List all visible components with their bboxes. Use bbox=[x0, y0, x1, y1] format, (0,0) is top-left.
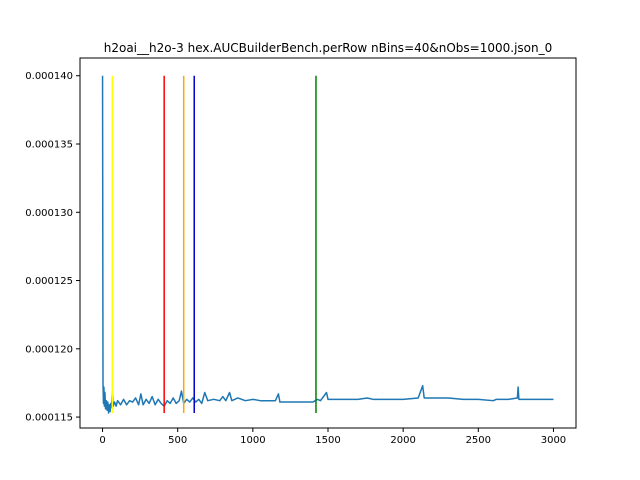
y-tick-label-5: 0.000140 bbox=[25, 71, 73, 82]
y-tick-label-2: 0.000125 bbox=[25, 276, 73, 287]
y-tick-label-3: 0.000130 bbox=[25, 208, 73, 219]
y-tick-label-1: 0.000120 bbox=[25, 344, 73, 355]
x-tick-label-2: 1000 bbox=[240, 435, 265, 446]
vertical-lines-layer bbox=[111, 75, 317, 413]
chart-title: h2oai__h2o-3 hex.AUCBuilderBench.perRow … bbox=[104, 41, 553, 55]
x-tick-label-0: 0 bbox=[99, 435, 105, 446]
plot-frame bbox=[79, 57, 577, 429]
x-tick-label-1: 500 bbox=[168, 435, 187, 446]
series-line-0 bbox=[101, 75, 554, 414]
y-tick-label-4: 0.000135 bbox=[25, 140, 73, 151]
y-axis: 0.000115 0.000120 0.000125 0.000130 0.000135… bbox=[25, 71, 80, 424]
series-layer bbox=[101, 75, 554, 414]
x-tick-label-3: 1500 bbox=[315, 435, 340, 446]
x-tick-label-5: 2500 bbox=[466, 435, 491, 446]
x-axis: 0 500 1000 1500 2000 2500 3000 bbox=[99, 428, 566, 446]
x-tick-label-4: 2000 bbox=[390, 435, 415, 446]
x-tick-label-6: 3000 bbox=[541, 435, 566, 446]
y-tick-label-0: 0.000115 bbox=[25, 413, 73, 424]
